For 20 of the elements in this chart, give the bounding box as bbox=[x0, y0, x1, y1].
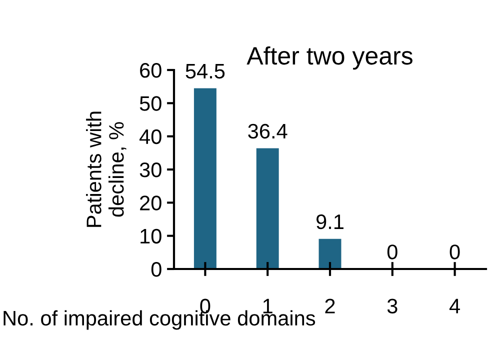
y-tick-label: 10 bbox=[140, 228, 162, 244]
y-tick-label: 60 bbox=[140, 63, 162, 78]
bar bbox=[318, 238, 342, 269]
y-tick-label: 30 bbox=[140, 162, 162, 178]
data-label: 36.4 bbox=[248, 124, 288, 139]
y-tick-label: 40 bbox=[140, 129, 162, 144]
bar bbox=[256, 148, 279, 269]
x-tick-label: 4 bbox=[449, 298, 460, 314]
y-tick-label: 0 bbox=[151, 262, 162, 277]
y-axis-title: Patients with decline, % bbox=[86, 112, 126, 227]
y-tick-label: 50 bbox=[140, 96, 162, 111]
chart-title: After two years bbox=[246, 46, 412, 70]
x-tick-label: 3 bbox=[387, 298, 398, 314]
data-label: 0 bbox=[387, 244, 398, 260]
y-tick-label: 20 bbox=[140, 196, 162, 210]
x-tick-label: 2 bbox=[325, 298, 335, 314]
data-label: 9.1 bbox=[316, 214, 344, 230]
bar bbox=[194, 88, 216, 269]
data-label: 0 bbox=[450, 244, 460, 260]
data-label: 54.5 bbox=[186, 64, 225, 79]
